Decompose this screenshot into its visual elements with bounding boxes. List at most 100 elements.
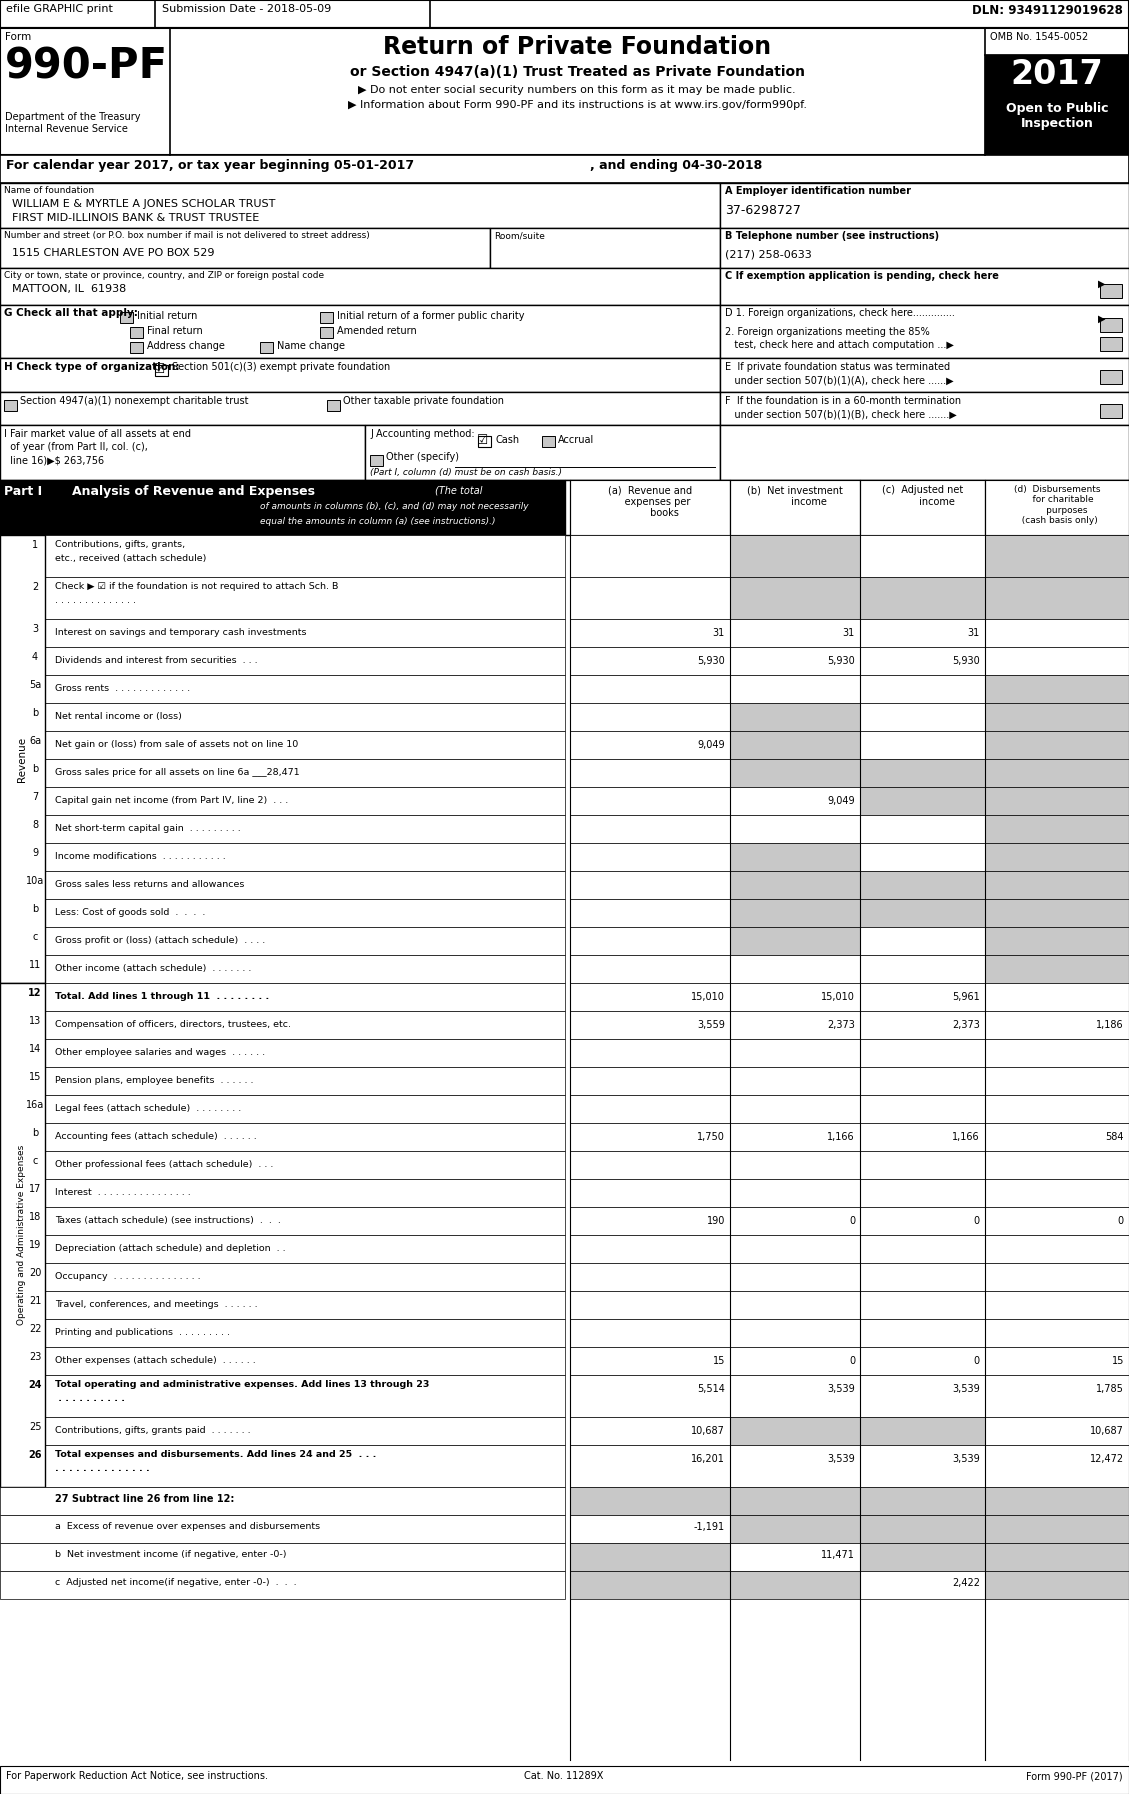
Bar [720,183,1129,228]
Text: 23: 23 [29,1353,41,1362]
Bar [730,1207,860,1234]
Bar [984,1487,1129,1514]
Bar [45,1094,564,1123]
Text: 1,166: 1,166 [828,1132,855,1143]
Text: Cash: Cash [495,434,519,445]
Text: 31: 31 [712,628,725,639]
Bar [730,954,860,983]
Bar [730,814,860,843]
Bar [0,1234,45,1263]
Text: 12,472: 12,472 [1089,1453,1124,1464]
Bar [730,1234,860,1263]
Text: b: b [32,904,38,913]
Text: 3,539: 3,539 [952,1453,980,1464]
Text: 13: 13 [29,1015,41,1026]
Text: 12: 12 [28,988,42,997]
Text: C If exemption application is pending, check here: C If exemption application is pending, c… [725,271,999,282]
Text: (b)  Net investment
         income: (b) Net investment income [747,484,843,506]
Bar [0,1292,45,1319]
Bar [860,1094,984,1123]
Bar [984,1417,1129,1444]
Bar [730,872,860,899]
Text: (d)  Disbursements
    for charitable
       purposes
  (cash basis only): (d) Disbursements for charitable purpose… [1014,484,1101,526]
Text: . . . . . . . . . .: . . . . . . . . . . [55,1394,125,1403]
Bar [860,648,984,675]
Bar [984,1543,1129,1572]
Text: 21: 21 [29,1295,41,1306]
Bar [45,1152,564,1179]
Text: 2,422: 2,422 [952,1579,980,1588]
Bar [1100,283,1122,298]
Bar [45,1292,564,1319]
Bar [860,1572,984,1598]
Bar [570,1572,730,1598]
Text: 5,514: 5,514 [697,1383,725,1394]
Bar [570,1123,730,1152]
Text: Other income (attach schedule)  . . . . . . .: Other income (attach schedule) . . . . .… [55,963,252,972]
Text: Submission Date - 2018-05-09: Submission Date - 2018-05-09 [161,4,331,14]
Bar [0,267,720,305]
Bar [984,619,1129,648]
Bar [0,535,45,578]
Text: Revenue: Revenue [17,737,27,782]
Bar [570,1067,730,1094]
Text: Form 990-PF (2017): Form 990-PF (2017) [1026,1771,1123,1781]
Bar [860,703,984,730]
Text: b: b [32,1128,38,1137]
Bar [45,1234,564,1263]
Bar [730,899,860,927]
Text: 5,930: 5,930 [952,657,980,666]
Bar [730,1039,860,1067]
Bar [984,535,1129,578]
Bar [0,1487,564,1514]
Text: 22: 22 [28,1324,42,1335]
Bar [490,228,720,267]
Bar [860,1417,984,1444]
Text: For Paperwork Reduction Act Notice, see instructions.: For Paperwork Reduction Act Notice, see … [6,1771,268,1781]
Bar [730,730,860,759]
Bar [984,814,1129,843]
Bar [365,425,720,481]
Text: 16,201: 16,201 [691,1453,725,1464]
Bar [45,927,564,954]
Text: Gross rents  . . . . . . . . . . . . .: Gross rents . . . . . . . . . . . . . [55,684,190,692]
Text: 2,373: 2,373 [828,1021,855,1030]
Bar [860,1347,984,1374]
Text: 6a: 6a [29,736,41,746]
Text: 584: 584 [1105,1132,1124,1143]
Bar [730,1572,860,1598]
Text: Gross profit or (loss) (attach schedule)  . . . .: Gross profit or (loss) (attach schedule)… [55,936,265,945]
Text: Other (specify): Other (specify) [386,452,460,463]
Bar [984,1347,1129,1374]
Text: 0: 0 [849,1356,855,1365]
Text: Section 4947(a)(1) nonexempt charitable trust: Section 4947(a)(1) nonexempt charitable … [20,396,248,405]
Bar [45,730,564,759]
Bar [860,1543,984,1572]
Text: a  Excess of revenue over expenses and disbursements: a Excess of revenue over expenses and di… [55,1521,321,1530]
Text: Internal Revenue Service: Internal Revenue Service [5,124,128,135]
Bar [45,954,564,983]
Text: Other expenses (attach schedule)  . . . . . .: Other expenses (attach schedule) . . . .… [55,1356,256,1365]
Text: Net gain or (loss) from sale of assets not on line 10: Net gain or (loss) from sale of assets n… [55,739,298,750]
Text: E  If private foundation status was terminated: E If private foundation status was termi… [725,362,951,371]
Bar [730,1067,860,1094]
Text: 9,049: 9,049 [828,797,855,806]
Bar [570,788,730,814]
Text: F  If the foundation is in a 60-month termination: F If the foundation is in a 60-month ter… [725,396,961,405]
Bar [730,1012,860,1039]
Bar [0,578,45,619]
Bar [984,843,1129,872]
Text: 2,373: 2,373 [952,1021,980,1030]
Bar [730,1514,860,1543]
Bar [984,703,1129,730]
Bar [0,872,45,899]
Text: etc., received (attach schedule): etc., received (attach schedule) [55,554,207,563]
Text: Other taxable private foundation: Other taxable private foundation [343,396,504,405]
Bar [0,1319,45,1347]
Bar [0,1444,45,1487]
Text: Final return: Final return [147,327,203,335]
Text: 5,961: 5,961 [952,992,980,1003]
Bar [570,1444,730,1487]
Text: 16a: 16a [26,1100,44,1110]
Text: under section 507(b)(1)(B), check here .......▶: under section 507(b)(1)(B), check here .… [725,409,956,420]
